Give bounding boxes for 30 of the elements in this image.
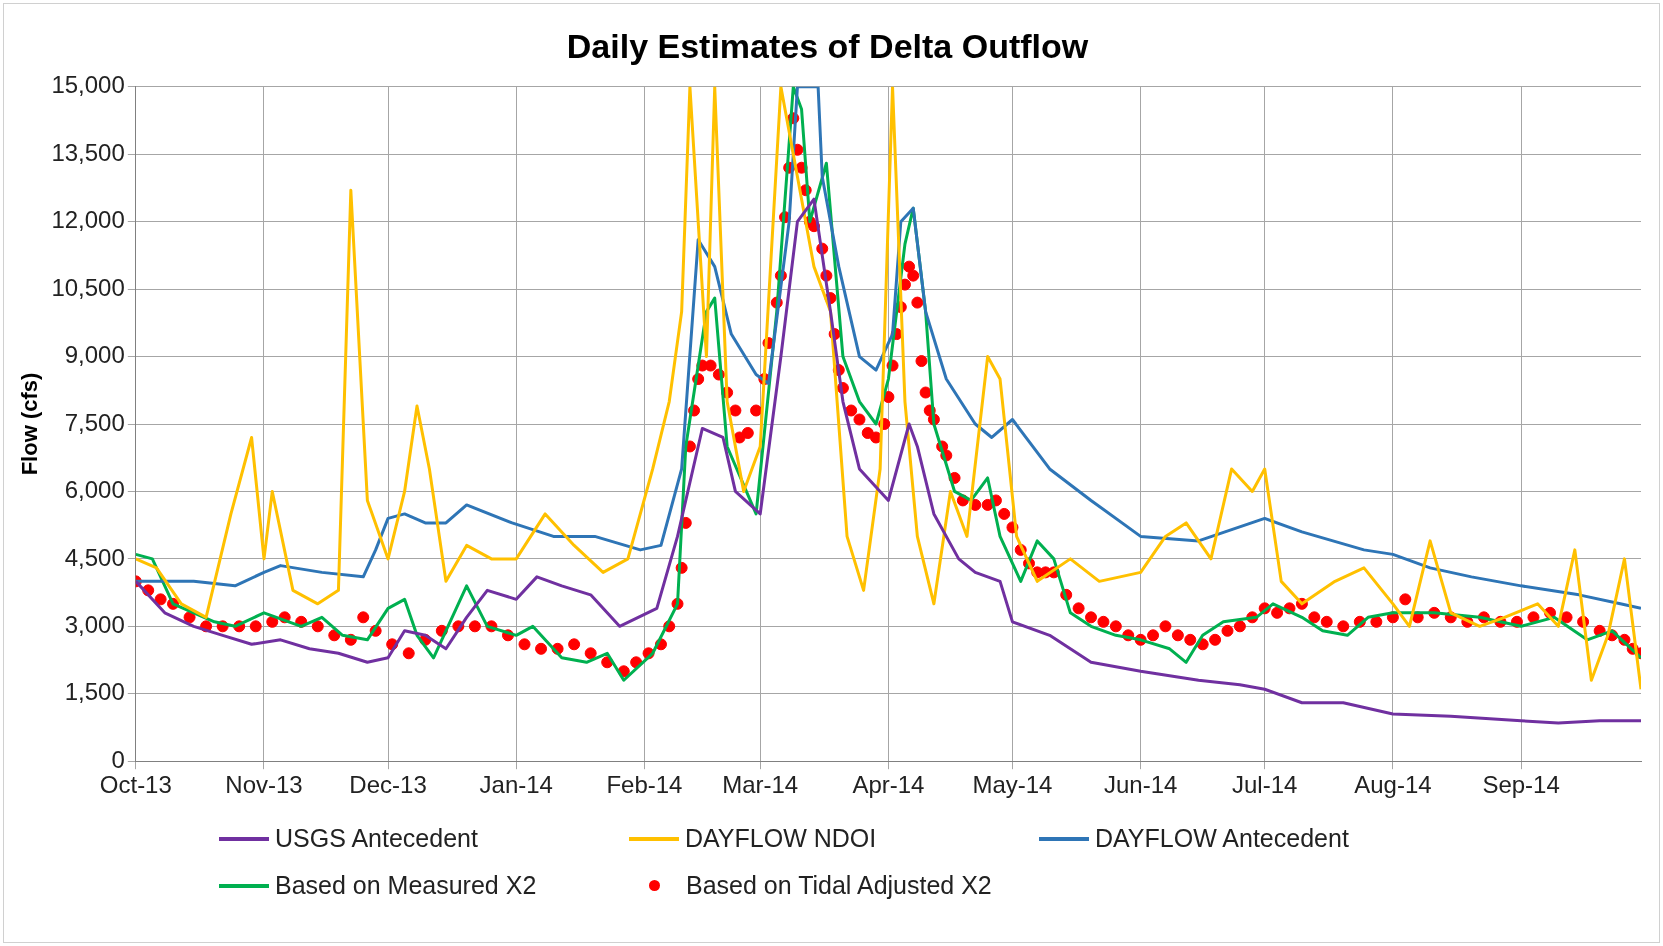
x-tick-label: Jun-14: [1103, 771, 1178, 799]
y-tick-label: 9,000: [64, 341, 125, 369]
x-tick-label: Dec-13: [349, 771, 427, 799]
y-tick-label: 10,500: [51, 273, 125, 301]
y-tick-label: 12,000: [51, 206, 125, 234]
legend-label: Based on Tidal Adjusted X2: [686, 871, 992, 900]
x-tick-label: Mar-14: [722, 771, 799, 799]
y-tick-label: 4,500: [64, 543, 125, 571]
y-tick-label: 7,500: [64, 408, 125, 436]
y-tick-label: 13,500: [51, 138, 125, 166]
legend-label: DAYFLOW NDOI: [685, 824, 877, 853]
y-axis-title: Flow (cfs): [17, 372, 43, 476]
y-tick-label: 1,500: [64, 678, 125, 706]
legend-label: Based on Measured X2: [275, 871, 537, 900]
x-tick-label: Apr-14: [852, 771, 925, 799]
x-tick-label: Feb-14: [606, 771, 683, 799]
legend-label: USGS Antecedent: [275, 824, 478, 853]
x-tick-label: Aug-14: [1354, 771, 1432, 799]
legend-label: DAYFLOW Antecedent: [1095, 824, 1349, 853]
x-tick-label: Oct-13: [99, 771, 172, 799]
y-tick-label: 0: [111, 745, 125, 773]
y-tick-label: 15,000: [51, 71, 125, 99]
x-tick-label: Jul-14: [1232, 771, 1298, 799]
x-tick-label: Sep-14: [1482, 771, 1560, 799]
x-tick-label: May-14: [972, 771, 1053, 799]
y-tick-label: 3,000: [64, 610, 125, 638]
y-tick-label: 6,000: [64, 476, 125, 504]
x-tick-label: Jan-14: [479, 771, 553, 799]
x-tick-label: Nov-13: [225, 771, 303, 799]
chart-title: Daily Estimates of Delta Outflow: [566, 26, 1089, 65]
